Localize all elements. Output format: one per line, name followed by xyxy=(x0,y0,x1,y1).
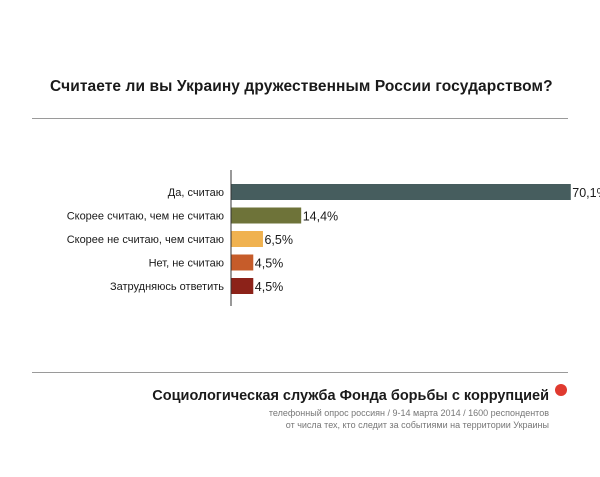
data-label: 14,4% xyxy=(303,210,338,224)
category-label: Скорее считаю, чем не считаю xyxy=(67,211,224,223)
brand-dot xyxy=(555,384,567,396)
top-divider xyxy=(32,118,568,119)
bar xyxy=(231,231,263,247)
category-label: Затрудняюсь ответить xyxy=(110,281,224,293)
data-label: 4,5% xyxy=(255,280,284,294)
category-label: Нет, не считаю xyxy=(149,258,224,270)
category-label: Да, считаю xyxy=(168,187,224,199)
bottom-divider xyxy=(32,372,568,373)
chart-title: Считаете ли вы Украину дружественным Рос… xyxy=(50,78,553,95)
footer-title: Социологическая служба Фонда борьбы с ко… xyxy=(152,388,549,404)
footer-note-line1: телефонный опрос россиян / 9-14 марта 20… xyxy=(268,408,549,418)
footer-note-line2: от числа тех, кто следит за событиями на… xyxy=(285,420,549,430)
bar xyxy=(231,207,302,224)
category-label: Скорее не считаю, чем считаю xyxy=(67,234,224,246)
data-label: 70,1% xyxy=(572,186,600,200)
bar xyxy=(231,278,254,294)
bar xyxy=(231,184,571,200)
data-label: 4,5% xyxy=(255,257,284,271)
bar xyxy=(231,254,254,271)
data-label: 6,5% xyxy=(264,233,293,247)
